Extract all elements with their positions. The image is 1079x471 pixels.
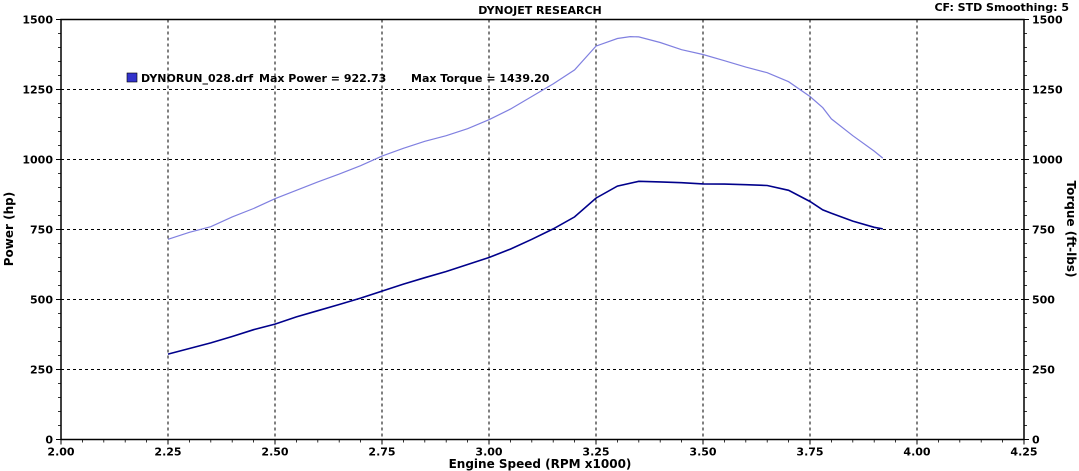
chart-title: DYNOJET RESEARCH — [478, 4, 601, 17]
y-tick-label-right: 1500 — [1032, 14, 1063, 27]
y-tick-label-right: 1000 — [1032, 154, 1063, 167]
y-tick-label-left: 1500 — [22, 14, 53, 27]
x-tick-label: 3.75 — [796, 446, 823, 459]
y-tick-label-right: 750 — [1032, 224, 1055, 237]
y-tick-label-right: 500 — [1032, 294, 1055, 307]
x-tick-label: 4.25 — [1010, 446, 1037, 459]
y-ticks: 0 0 250 250 500 500 750 750 1000 1000 1250 1250 1500… — [22, 14, 1063, 447]
legend-max-power: Max Power = 922.73 — [259, 72, 386, 85]
y-tick-label-left: 250 — [30, 364, 53, 377]
x-tick-label: 4.00 — [903, 446, 930, 459]
legend-run-name: DYNORUN_028.drf — [141, 72, 253, 85]
y-tick-label-right: 0 — [1032, 434, 1040, 447]
y-tick-label-right: 1250 — [1032, 84, 1063, 97]
series-line-torque — [167, 35, 884, 240]
legend-max-torque: Max Torque = 1439.20 — [411, 72, 550, 85]
x-tick-label: 3.00 — [475, 446, 502, 459]
y-tick-label-left: 1000 — [22, 154, 53, 167]
y-tick-label-left: 1250 — [22, 84, 53, 97]
x-axis-title: Engine Speed (RPM x1000) — [449, 457, 632, 471]
y-tick-label-right: 250 — [1032, 364, 1055, 377]
gridlines — [61, 19, 1024, 440]
series-line-power — [167, 180, 883, 355]
x-tick-label: 2.25 — [154, 446, 181, 459]
x-tick-label: 2.50 — [261, 446, 288, 459]
x-tick-label: 2.00 — [47, 446, 74, 459]
y-axis-title-right: Torque (ft-lbs) — [1064, 181, 1078, 278]
x-ticks: 2.00 2.25 2.50 2.75 3.00 3.25 3.50 3.75 4.00 4.25 — [47, 439, 1038, 459]
chart-info: CF: STD Smoothing: 5 — [934, 1, 1069, 14]
x-tick-label: 2.75 — [368, 446, 395, 459]
x-tick-label: 3.50 — [689, 446, 716, 459]
y-tick-label-left: 0 — [45, 434, 53, 447]
y-tick-label-left: 500 — [30, 294, 53, 307]
y-axis-title-left: Power (hp) — [2, 192, 16, 266]
legend-swatch — [126, 72, 138, 83]
y-tick-label-left: 750 — [30, 224, 53, 237]
legend: DYNORUN_028.drf Max Power = 922.73 Max T… — [126, 72, 550, 85]
x-tick-label: 3.25 — [582, 446, 609, 459]
